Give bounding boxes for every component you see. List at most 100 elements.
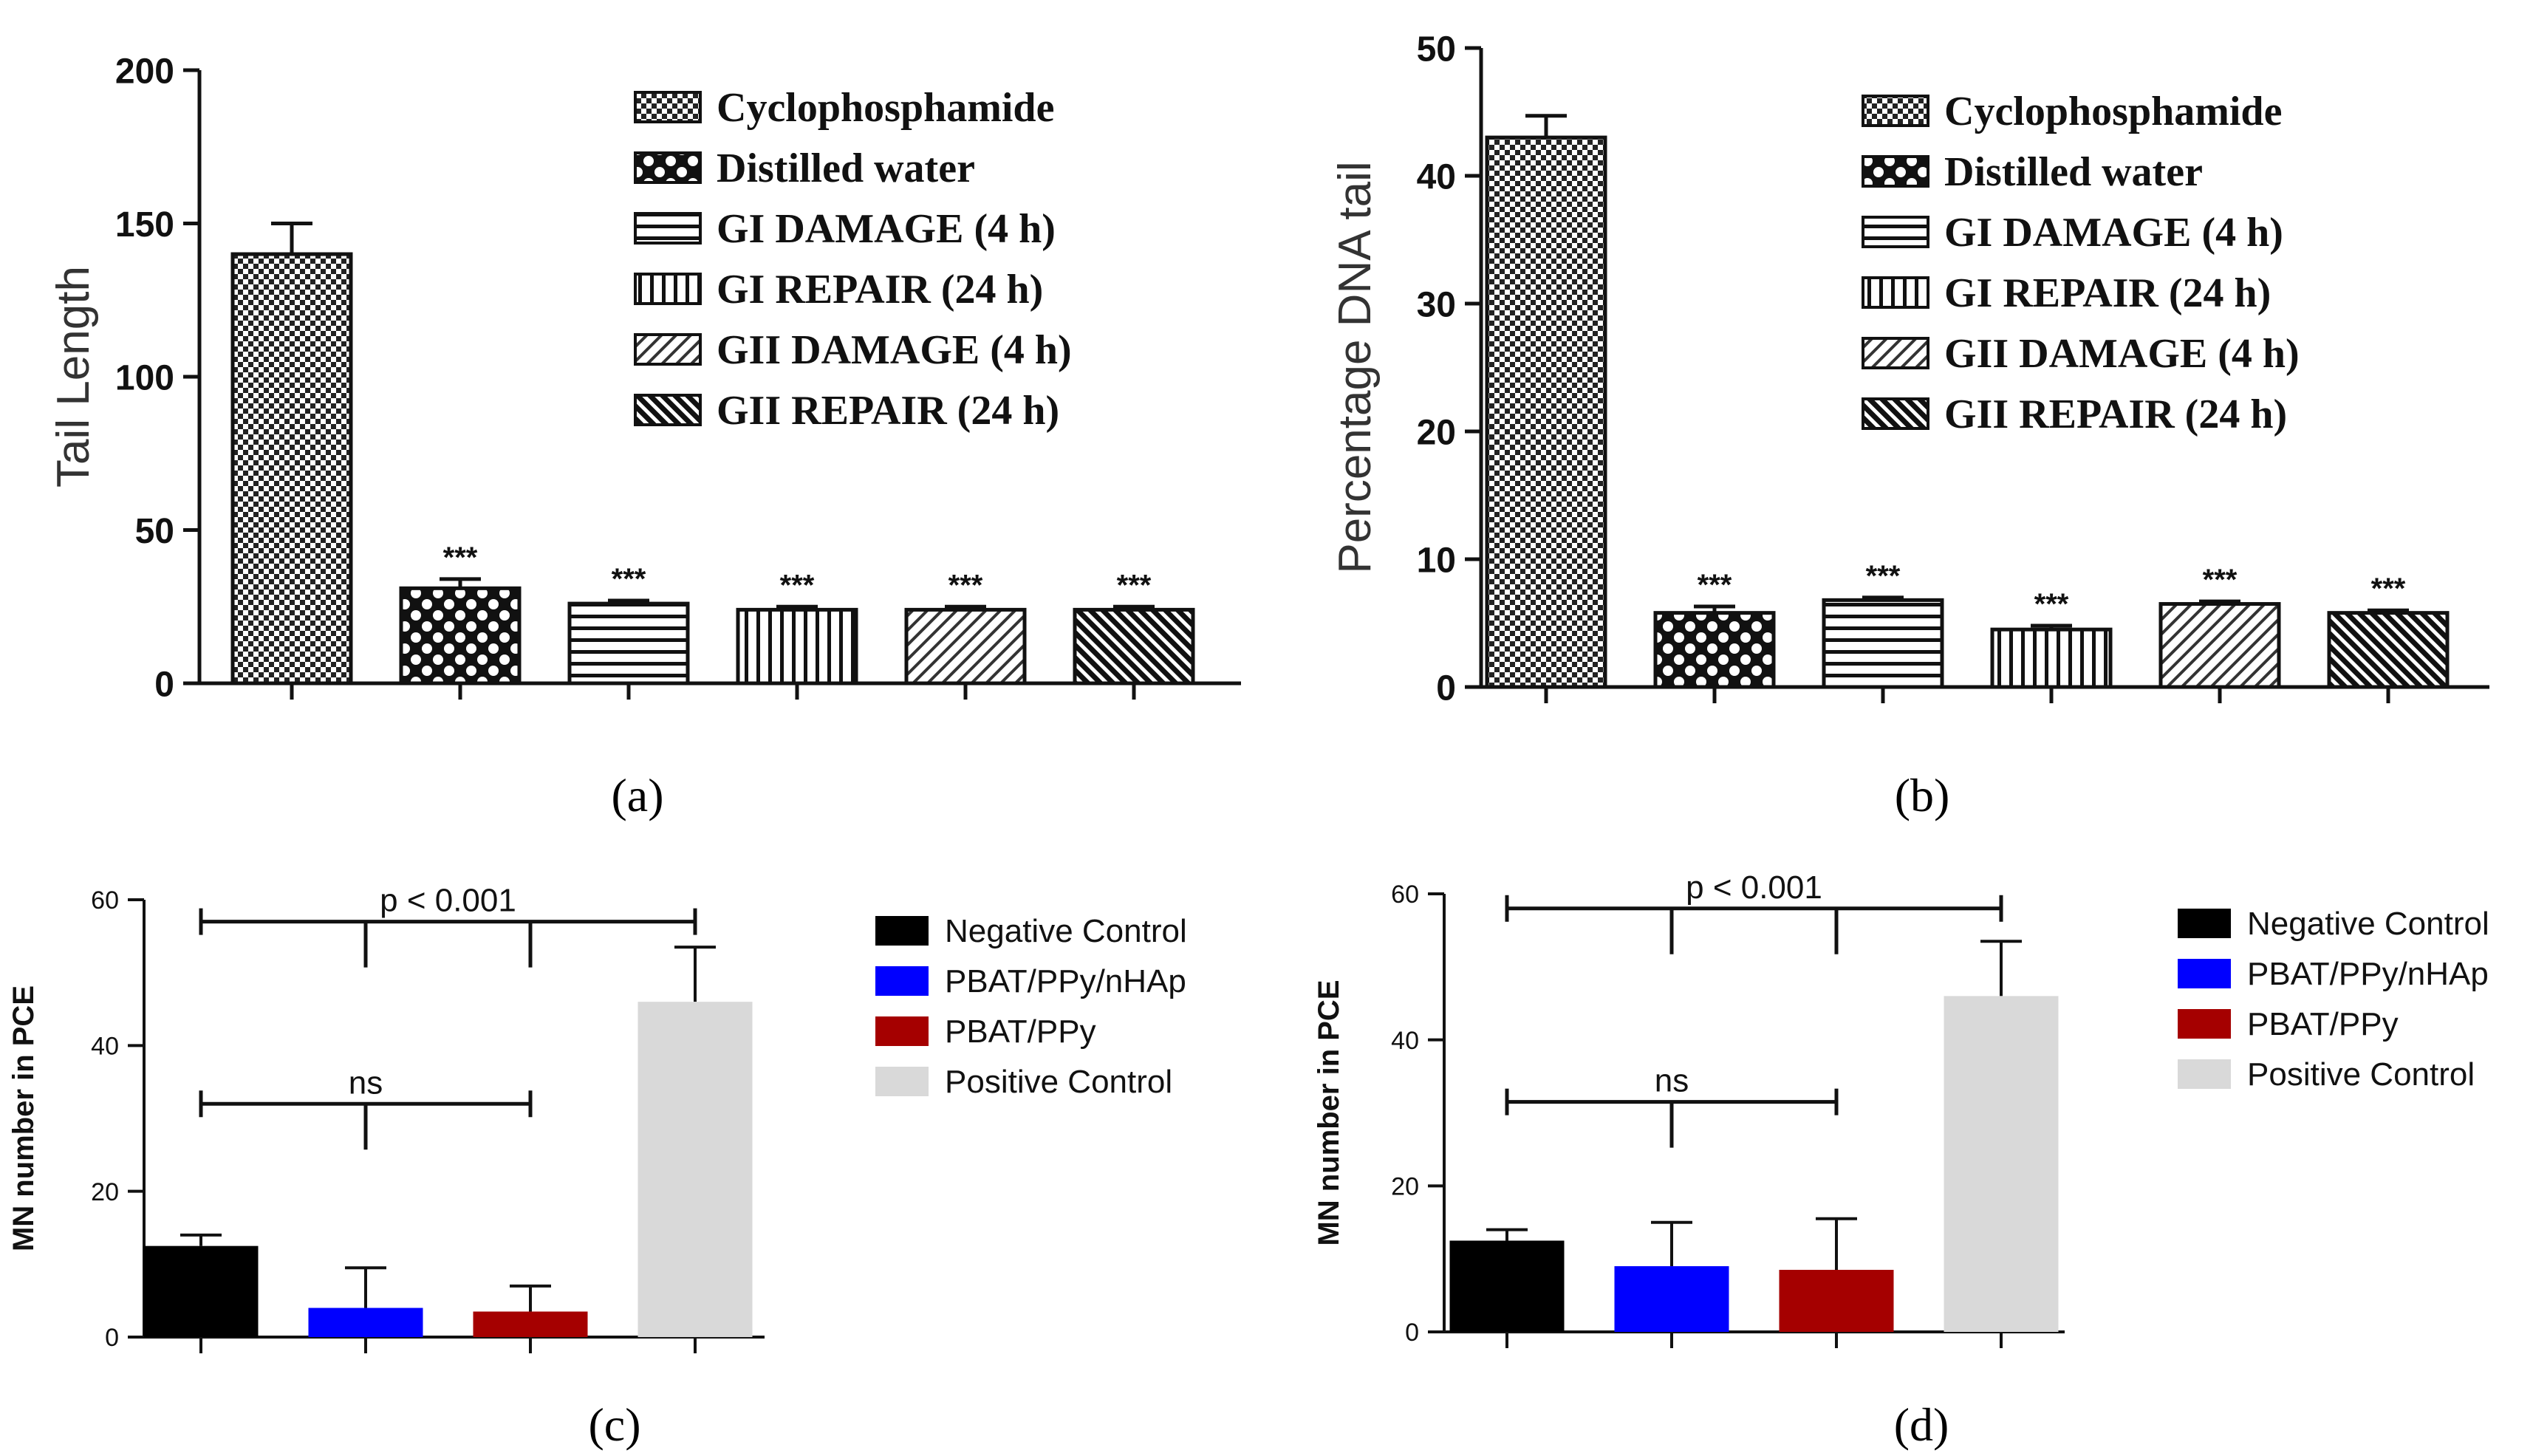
- legend-label: PBAT/PPy: [2247, 1006, 2399, 1042]
- y-tick-label: 40: [91, 1033, 119, 1061]
- y-axis-label: Percentage DNA tail: [1330, 161, 1381, 573]
- bar: [904, 607, 1027, 686]
- legend-swatch: [1862, 397, 1929, 430]
- significance-label: ***: [443, 541, 478, 574]
- y-axis-label: MN number in PCE: [1313, 980, 1345, 1245]
- legend-swatch: [2178, 1059, 2231, 1089]
- legend-swatch: [2178, 1009, 2231, 1039]
- y-tick-label: 0: [105, 1324, 119, 1352]
- bar: [1990, 627, 2113, 689]
- bracket-label: p < 0.001: [1686, 869, 1822, 906]
- y-tick-label: 60: [1391, 881, 1419, 909]
- legend-label: GI DAMAGE (4 h): [1944, 210, 2283, 256]
- legend-label: Positive Control: [945, 1064, 1172, 1100]
- legend-label: GII DAMAGE (4 h): [1944, 331, 2300, 377]
- caption-d: (d): [1894, 1398, 1949, 1451]
- legend-swatch: [875, 1016, 929, 1046]
- panel-c: 0 20 40 60 MN number in PCE p < 0.001 ns Negati…: [7, 883, 1187, 1353]
- bar: [637, 1002, 753, 1337]
- legend-swatch: [875, 916, 929, 946]
- bar: [1822, 598, 1944, 689]
- legend-label: GI REPAIR (24 h): [717, 267, 1043, 312]
- bar: [1779, 1269, 1894, 1332]
- significance-label: ***: [1117, 569, 1152, 601]
- y-tick-label: 40: [1417, 157, 1456, 196]
- y-tick-label: 20: [1417, 413, 1456, 452]
- significance-label: ***: [2203, 564, 2238, 596]
- legend-swatch: [634, 333, 702, 366]
- legend-swatch: [1862, 276, 1929, 309]
- panel-a: 0 50 100 150 200 Tail Length *** *** *** *** *** Cy…: [48, 52, 1241, 704]
- bar: [736, 607, 858, 686]
- legend-label: PBAT/PPy/nHAp: [2247, 956, 2489, 992]
- bar: [230, 252, 353, 686]
- y-tick-label: 30: [1417, 285, 1456, 324]
- y-tick-label: 20: [1391, 1173, 1419, 1201]
- y-tick-label: 60: [91, 886, 119, 915]
- legend-swatch: [1862, 216, 1929, 248]
- legend-swatch: [2178, 909, 2231, 938]
- caption-b: (b): [1895, 769, 1950, 821]
- significance-label: ***: [612, 563, 646, 595]
- legend-label: Distilled water: [1944, 149, 2203, 195]
- bar: [1073, 607, 1195, 686]
- significance-label: ***: [780, 569, 815, 601]
- legend-label: Negative Control: [945, 913, 1187, 949]
- caption-a: (a): [611, 769, 663, 821]
- legend-label: Cyclophosphamide: [1944, 89, 2282, 134]
- bar: [567, 601, 690, 686]
- y-tick-label: 40: [1391, 1027, 1419, 1055]
- y-tick-label: 0: [1405, 1319, 1419, 1347]
- legend-swatch: [875, 1067, 929, 1096]
- y-tick-label: 50: [135, 512, 174, 551]
- legend-swatch: [634, 151, 702, 184]
- y-tick-label: 50: [1417, 30, 1456, 69]
- bar: [1485, 135, 1607, 689]
- significance-label: ***: [2371, 573, 2406, 605]
- y-tick-label: 150: [115, 205, 174, 245]
- legend-label: GII DAMAGE (4 h): [717, 327, 1072, 373]
- bar: [1944, 996, 2059, 1332]
- bar: [399, 586, 522, 686]
- legend-label: Negative Control: [2247, 906, 2489, 942]
- legend-label: GII REPAIR (24 h): [717, 388, 1059, 434]
- bracket-label: ns: [1655, 1063, 1689, 1099]
- bar: [2327, 611, 2450, 689]
- y-tick-label: 100: [115, 358, 174, 397]
- significance-label: ***: [1698, 569, 1732, 601]
- legend-label: PBAT/PPy/nHAp: [945, 963, 1186, 999]
- legend-label: Cyclophosphamide: [717, 85, 1054, 131]
- significance-label: ***: [948, 569, 983, 601]
- legend-swatch: [634, 212, 702, 245]
- panel-b: 0 10 20 30 40 50 Percentage DNA tail *** *** *** *…: [1330, 30, 2489, 708]
- bar: [473, 1311, 588, 1337]
- legend-label: GI DAMAGE (4 h): [717, 206, 1056, 252]
- y-tick-label: 0: [1436, 669, 1456, 708]
- y-tick-label: 10: [1417, 541, 1456, 580]
- legend-label: GII REPAIR (24 h): [1944, 392, 2287, 437]
- legend-label: PBAT/PPy: [945, 1014, 1096, 1050]
- y-tick-label: 200: [115, 52, 174, 91]
- significance-label: ***: [1866, 560, 1901, 592]
- bar: [143, 1245, 259, 1337]
- legend-swatch: [1862, 337, 1929, 369]
- legend-label: GI REPAIR (24 h): [1944, 270, 2271, 316]
- bar: [308, 1308, 423, 1337]
- legend-label: Distilled water: [717, 146, 975, 191]
- bracket-label: p < 0.001: [380, 883, 516, 919]
- legend-swatch: [2178, 959, 2231, 988]
- significance-label: ***: [2034, 588, 2069, 621]
- legend-swatch: [875, 966, 929, 996]
- y-tick-label: 20: [91, 1178, 119, 1206]
- legend-label: Positive Control: [2247, 1056, 2475, 1093]
- bracket-label: ns: [349, 1064, 383, 1101]
- y-tick-label: 0: [154, 665, 174, 704]
- legend-swatch: [1862, 155, 1929, 188]
- caption-c: (c): [588, 1398, 640, 1451]
- bar: [1614, 1266, 1729, 1332]
- legend-swatch: [634, 394, 702, 426]
- legend-swatch: [634, 273, 702, 305]
- panel-d: 0 20 40 60 MN number in PCE p < 0.001 ns Negati…: [1313, 869, 2489, 1348]
- bar: [1449, 1240, 1565, 1332]
